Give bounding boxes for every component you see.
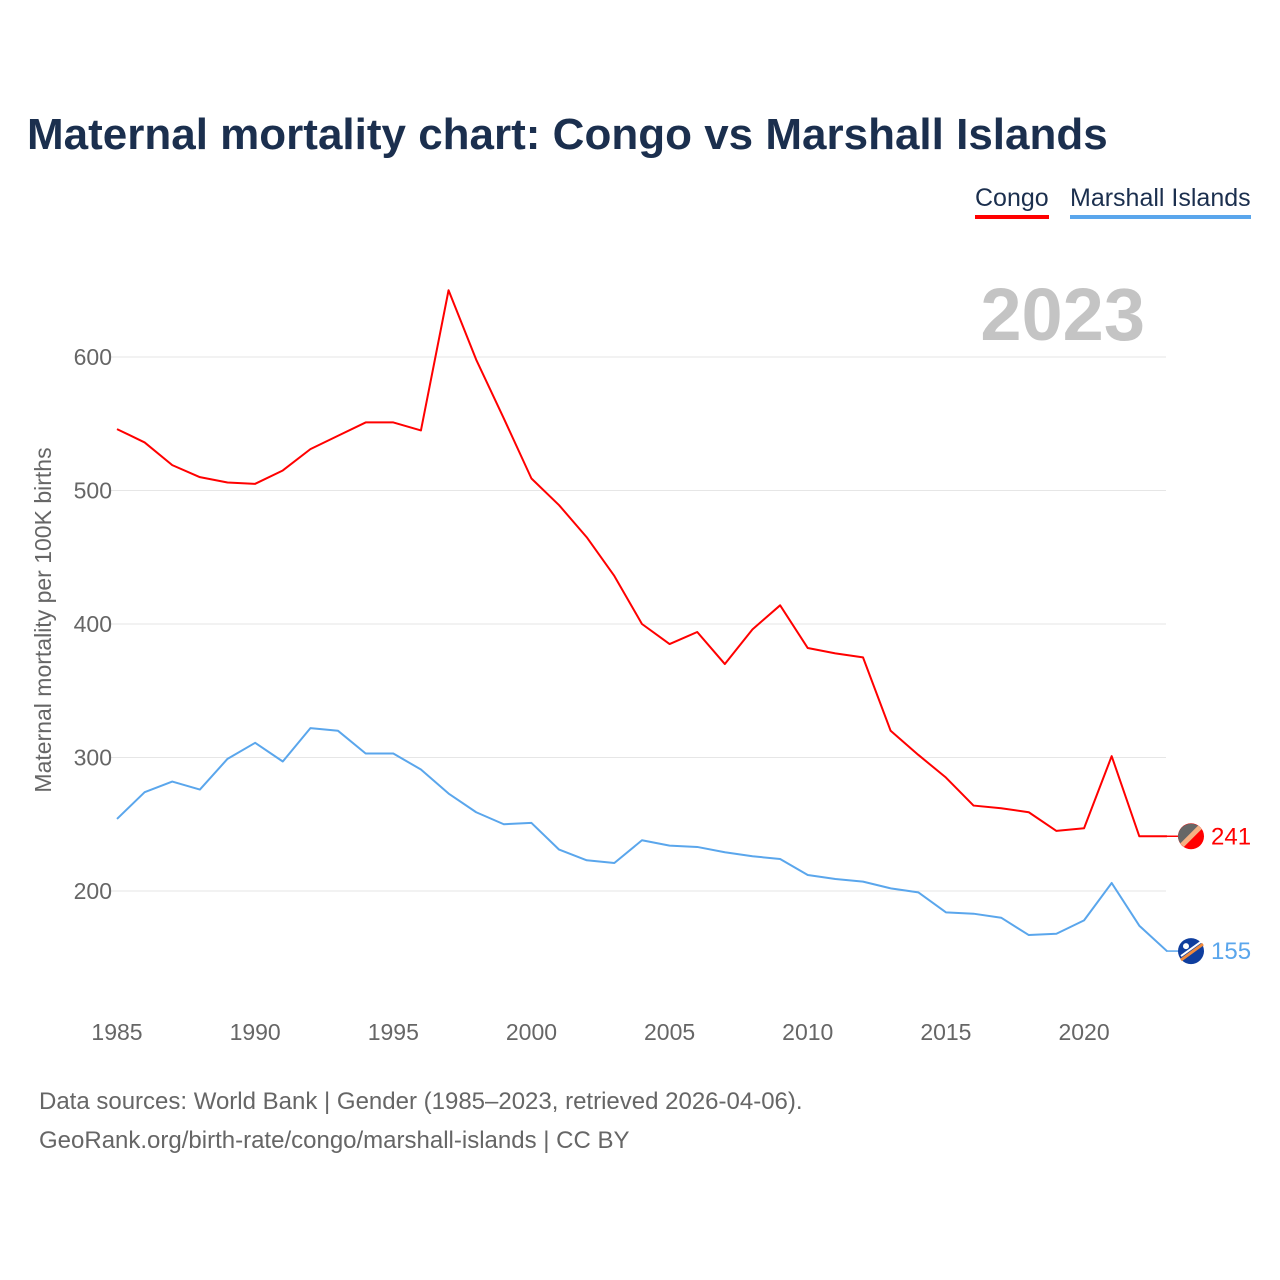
x-tick-label: 2020: [1058, 1019, 1109, 1045]
year-label: 2023: [980, 273, 1145, 356]
y-axis-label: Maternal mortality per 100K births: [30, 447, 56, 792]
legend-congo[interactable]: Congo: [975, 184, 1049, 219]
x-tick-label: 2005: [644, 1019, 695, 1045]
congo-flag-stripe: [1180, 825, 1202, 848]
flag-stripe-white: [1180, 940, 1203, 957]
x-tick-label: 1990: [230, 1019, 281, 1045]
y-tick-label: 500: [74, 478, 112, 504]
source-text: Data sources: World Bank | Gender (1985–…: [39, 1088, 803, 1115]
y-tick-label: 200: [74, 878, 112, 904]
x-tick-label: 2010: [782, 1019, 833, 1045]
flag-star: [1183, 943, 1189, 950]
series-line-marshall-islands: [116, 727, 1168, 952]
source-link[interactable]: GeoRank.org/birth-rate/congo/marshall-is…: [39, 1127, 630, 1154]
x-tick-label: 2015: [920, 1019, 971, 1045]
flag-stripe-orange: [1180, 942, 1204, 962]
y-tick-label: 300: [74, 745, 112, 771]
y-tick-label: 400: [74, 611, 112, 637]
chart-title: Maternal mortality chart: Congo vs Marsh…: [27, 110, 1108, 159]
end-value-label: 155: [1211, 938, 1251, 965]
y-tick-label: 600: [74, 344, 112, 370]
x-tick-label: 2000: [506, 1019, 557, 1045]
congo-flag-icon-part: [1178, 823, 1200, 846]
legend-marshall-islands[interactable]: Marshall Islands: [1070, 184, 1251, 219]
x-tick-label: 1995: [368, 1019, 419, 1045]
end-value-label: 241: [1211, 823, 1251, 850]
x-tick-label: 1985: [91, 1019, 142, 1045]
series-line-congo: [116, 289, 1167, 838]
